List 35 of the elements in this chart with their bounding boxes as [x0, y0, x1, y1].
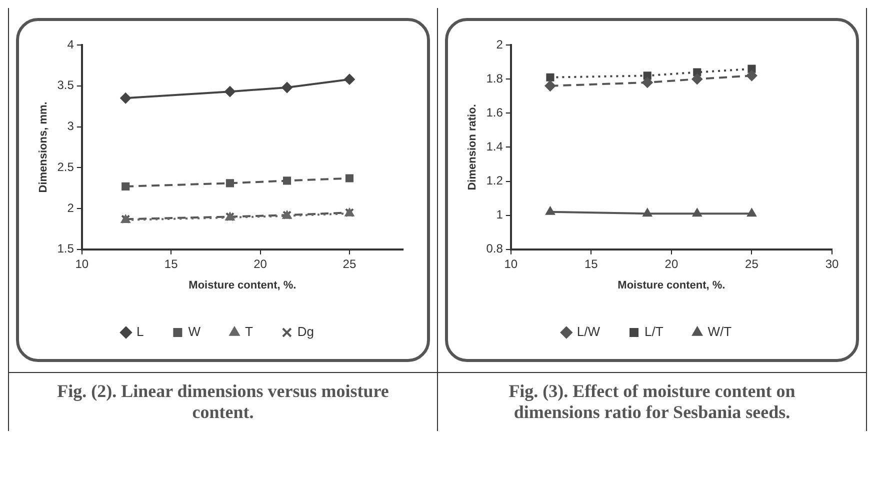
y-axis-title: Dimensions, mm. — [38, 102, 50, 193]
y-tick-label: 2 — [496, 37, 504, 52]
x-tick-label: 10 — [504, 256, 518, 271]
x-tick-label: 25 — [745, 256, 759, 271]
y-tick-label: 0.8 — [486, 242, 504, 256]
x-tick-label: 10 — [75, 256, 89, 271]
y-tick-label: 2.5 — [57, 160, 74, 174]
x-tick-label: 15 — [164, 256, 178, 271]
y-tick-label: 4 — [67, 37, 74, 52]
legend-label: L/T — [644, 324, 664, 340]
y-tick-label: 1 — [496, 208, 504, 222]
y-axis-title: Dimension ratio. — [466, 104, 479, 190]
y-tick-label: 1.4 — [486, 140, 504, 154]
text: Fig. (3). Effect of moisture content on dimensions ratio for Sesbania seeds. — [438, 372, 866, 431]
y-tick-label: 2 — [67, 200, 74, 215]
y-tick-label: 1.5 — [57, 242, 74, 256]
legend-label: L — [136, 324, 144, 340]
legend-label: Dg — [297, 324, 314, 340]
legend-label: W/T — [708, 324, 732, 340]
y-tick-label: 3.5 — [57, 78, 74, 92]
legend-label: L/W — [576, 324, 601, 340]
x-tick-label: 20 — [664, 256, 678, 271]
x-axis-title: Moisture content, %. — [618, 279, 726, 292]
text: Fig. (2). Linear dimensions versus moisture content. — [9, 372, 437, 431]
x-tick-label: 25 — [342, 256, 356, 271]
legend-label: T — [244, 324, 253, 340]
x-tick-label: 20 — [254, 256, 268, 271]
x-axis-title: Moisture content, %. — [188, 279, 296, 292]
x-tick-label: 30 — [825, 256, 839, 271]
y-tick-label: 1.6 — [486, 105, 504, 120]
y-tick-label: 1.2 — [486, 174, 504, 188]
y-tick-label: 1.8 — [486, 71, 504, 86]
x-tick-label: 15 — [584, 256, 598, 271]
y-tick-label: 3 — [67, 119, 74, 134]
legend-label: W — [188, 324, 202, 340]
